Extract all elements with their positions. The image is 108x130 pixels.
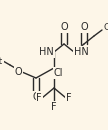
Text: O: O [32, 92, 40, 102]
Text: HN: HN [74, 47, 89, 57]
Text: OEt: OEt [0, 57, 3, 66]
Text: O: O [60, 22, 68, 32]
Text: O: O [80, 22, 88, 32]
Text: F: F [66, 93, 72, 103]
Text: O: O [14, 67, 22, 77]
Text: Cl: Cl [54, 68, 64, 78]
Text: HN: HN [39, 47, 54, 57]
Text: F: F [51, 102, 57, 112]
Text: CH₃: CH₃ [104, 24, 108, 32]
Text: F: F [36, 93, 42, 103]
